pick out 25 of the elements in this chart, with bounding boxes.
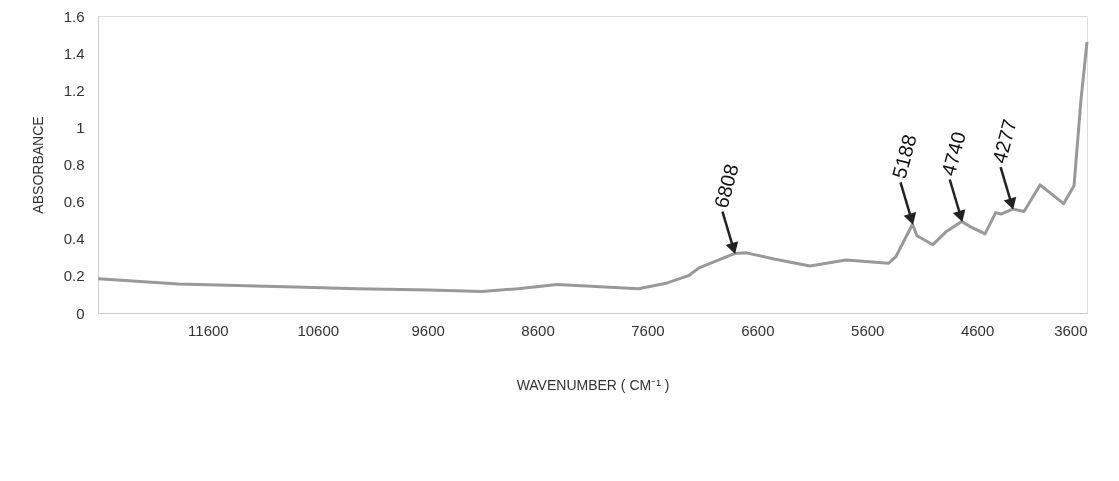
annotation: 6808 [709, 161, 743, 211]
x-tick-label: 10600 [297, 321, 340, 339]
x-tick-label: 11600 [188, 321, 229, 339]
x-tick-label: 7600 [631, 321, 665, 339]
x-tick-label: 5600 [851, 321, 885, 339]
y-tick-label: 0.4 [63, 230, 85, 248]
line-series [96, 40, 1089, 293]
x-axis-title: WAVENUMBER ( CM⁻¹ ) [516, 376, 670, 393]
y-tick-label: 0 [76, 304, 85, 322]
y-tick-label: 1 [76, 118, 85, 136]
x-tick-label: 6600 [741, 321, 775, 339]
annotation: 5188 [887, 132, 921, 181]
x-tick-label: 9600 [411, 321, 445, 339]
y-tick-label: 0.2 [63, 267, 85, 285]
annotation: 4740 [937, 129, 970, 179]
y-tick-label: 1.4 [63, 44, 85, 62]
y-axis-title: ABSORBANCE [29, 116, 46, 214]
x-tick-label: 3600 [1054, 321, 1088, 339]
y-tick-label: 1.2 [63, 81, 85, 99]
y-tick-label: 1.6 [63, 7, 85, 25]
x-tick-label: 4600 [960, 321, 995, 339]
x-tick-label: 8600 [521, 321, 555, 339]
annotation: 4277 [988, 116, 1021, 166]
y-tick-label: 0.8 [63, 156, 85, 173]
y-tick-label: 0.6 [63, 193, 85, 211]
